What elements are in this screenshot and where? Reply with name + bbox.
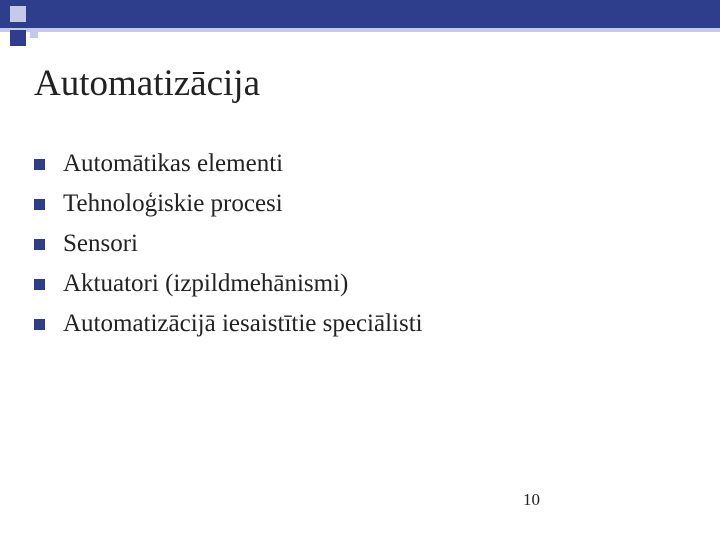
header-bar (0, 0, 720, 28)
decor-box-top (10, 6, 26, 22)
list-item-text: Automātikas elementi (63, 150, 283, 178)
slide-content: Automātikas elementi Tehnoloģiskie proce… (34, 150, 674, 350)
list-item: Aktuatori (izpildmehānismi) (34, 270, 674, 298)
list-item: Automātikas elementi (34, 150, 674, 178)
square-bullet-icon (34, 159, 45, 170)
list-item: Tehnoloģiskie procesi (34, 190, 674, 218)
page-number: 10 (523, 490, 540, 510)
list-item: Sensori (34, 230, 674, 258)
list-item: Automatizācijā iesaistītie speciālisti (34, 310, 674, 338)
square-bullet-icon (34, 239, 45, 250)
list-item-text: Automatizācijā iesaistītie speciālisti (63, 310, 423, 338)
square-bullet-icon (34, 279, 45, 290)
square-bullet-icon (34, 319, 45, 330)
list-item-text: Sensori (63, 230, 138, 258)
decor-box-bottom (10, 30, 26, 46)
slide-title: Automatizācija (34, 62, 260, 105)
list-item-text: Aktuatori (izpildmehānismi) (63, 270, 348, 298)
square-bullet-icon (34, 199, 45, 210)
header-accent (0, 28, 720, 32)
list-item-text: Tehnoloģiskie procesi (63, 190, 283, 218)
bullet-list: Automātikas elementi Tehnoloģiskie proce… (34, 150, 674, 338)
decor-box-small (30, 30, 38, 38)
